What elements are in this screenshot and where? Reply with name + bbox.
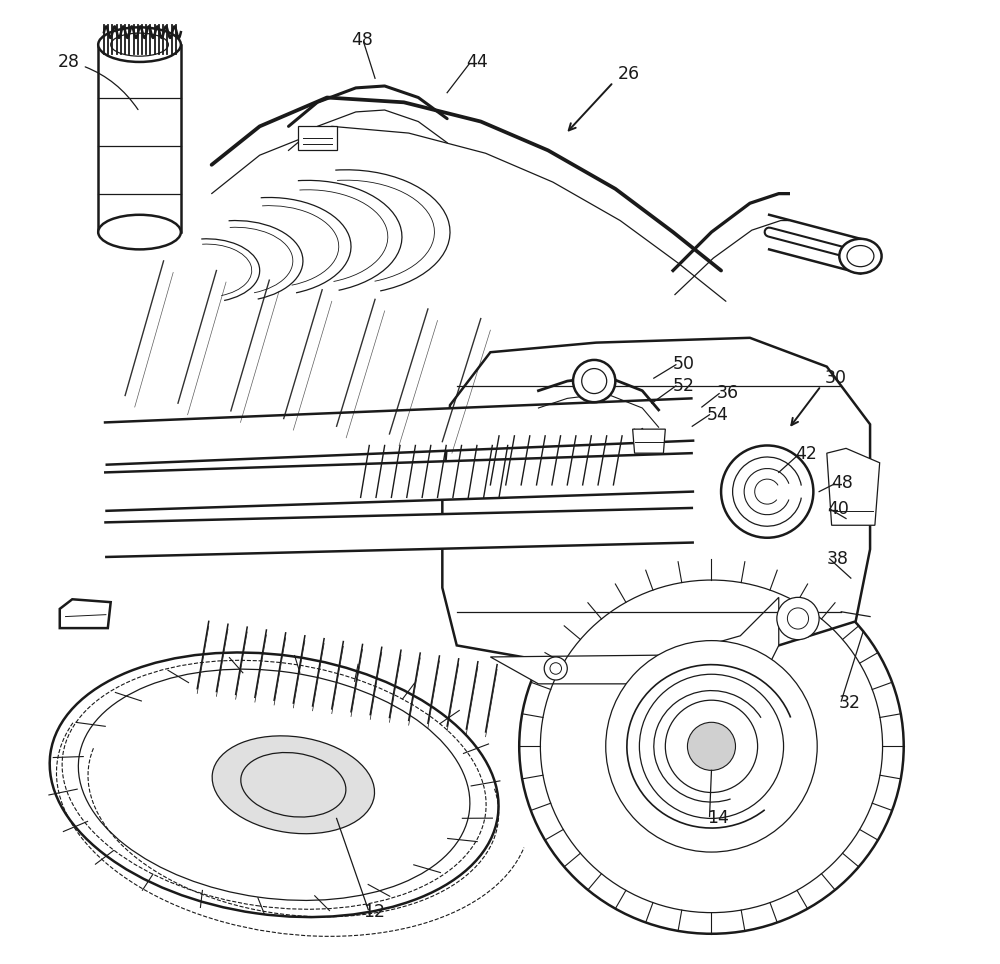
Polygon shape	[633, 429, 665, 453]
Ellipse shape	[212, 736, 375, 834]
Ellipse shape	[98, 215, 181, 250]
Text: 50: 50	[673, 355, 695, 373]
Text: 36: 36	[716, 384, 738, 402]
Ellipse shape	[50, 653, 499, 917]
Polygon shape	[490, 598, 779, 683]
Polygon shape	[298, 126, 337, 150]
Circle shape	[544, 656, 567, 680]
Circle shape	[721, 445, 813, 538]
Text: 32: 32	[838, 694, 860, 712]
Ellipse shape	[98, 27, 181, 62]
Text: 12: 12	[364, 902, 386, 921]
Ellipse shape	[839, 239, 882, 274]
Text: 44: 44	[466, 53, 488, 71]
Ellipse shape	[519, 559, 904, 934]
Circle shape	[573, 360, 615, 402]
Text: 38: 38	[827, 549, 849, 568]
Circle shape	[777, 598, 819, 640]
Polygon shape	[442, 337, 870, 659]
Text: 28: 28	[58, 53, 138, 110]
Circle shape	[606, 641, 817, 852]
Text: 30: 30	[825, 369, 847, 388]
Text: 14: 14	[707, 810, 729, 827]
Polygon shape	[105, 508, 693, 557]
Circle shape	[687, 722, 735, 770]
Text: 48: 48	[351, 31, 373, 49]
Text: 54: 54	[707, 406, 729, 424]
Polygon shape	[60, 600, 111, 629]
Text: 42: 42	[795, 445, 817, 463]
Text: 26: 26	[617, 66, 639, 84]
Polygon shape	[105, 453, 693, 511]
Text: 40: 40	[827, 500, 849, 518]
Polygon shape	[827, 448, 880, 525]
Polygon shape	[98, 44, 181, 232]
Text: 52: 52	[673, 377, 695, 395]
Text: 48: 48	[832, 474, 853, 492]
Polygon shape	[105, 398, 693, 465]
